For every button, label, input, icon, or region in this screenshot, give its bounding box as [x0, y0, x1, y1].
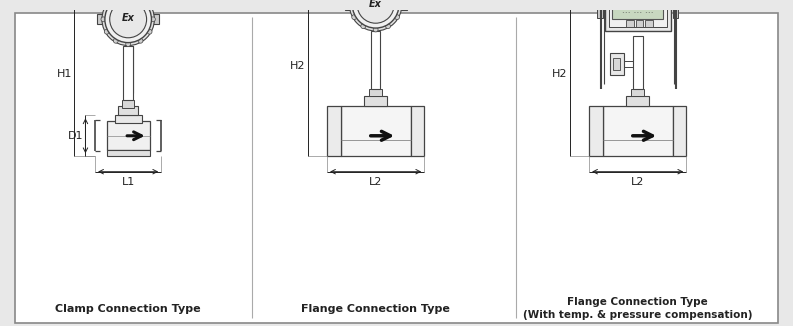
Text: L1: L1: [121, 177, 135, 186]
Circle shape: [350, 0, 402, 31]
Bar: [633, 36, 642, 89]
Text: H2: H2: [290, 61, 306, 71]
Bar: [125, 47, 133, 93]
Bar: [123, 47, 133, 100]
Bar: [672, 9, 679, 18]
Text: Ex: Ex: [370, 0, 382, 9]
Bar: [411, 106, 424, 156]
Bar: [611, 53, 624, 75]
Circle shape: [352, 15, 357, 20]
Circle shape: [102, 0, 155, 46]
Bar: [371, 31, 381, 89]
Circle shape: [126, 42, 131, 47]
Text: H1: H1: [56, 69, 72, 79]
Circle shape: [374, 27, 378, 32]
Bar: [608, 0, 667, 27]
Bar: [614, 58, 620, 70]
Circle shape: [138, 38, 143, 43]
Text: Flange Connection Type: Flange Connection Type: [301, 304, 450, 314]
Text: Ex: Ex: [121, 13, 135, 23]
Circle shape: [398, 2, 403, 7]
Bar: [597, 9, 603, 18]
Text: L2: L2: [631, 177, 645, 186]
Bar: [631, 89, 645, 96]
Bar: [364, 96, 387, 106]
Bar: [603, 106, 672, 156]
Bar: [401, 0, 407, 10]
Bar: [672, 106, 686, 156]
Circle shape: [147, 5, 152, 9]
Circle shape: [113, 38, 118, 43]
Text: Clamp Connection Type: Clamp Connection Type: [56, 304, 201, 314]
Bar: [153, 14, 159, 24]
Bar: [612, 6, 663, 19]
Circle shape: [105, 5, 109, 9]
Bar: [327, 106, 341, 156]
Bar: [646, 20, 653, 27]
Circle shape: [352, 0, 399, 28]
Bar: [122, 100, 134, 108]
Bar: [626, 96, 649, 106]
Text: H2: H2: [552, 69, 568, 79]
Bar: [636, 20, 643, 27]
Bar: [123, 93, 133, 100]
Circle shape: [385, 24, 390, 29]
Text: --- --- ---: --- --- ---: [622, 10, 653, 15]
Circle shape: [101, 17, 105, 22]
Text: Flange Connection Type
(With temp. & pressure compensation): Flange Connection Type (With temp. & pre…: [523, 297, 753, 320]
Bar: [605, 0, 671, 31]
Circle shape: [109, 1, 147, 38]
Bar: [345, 0, 351, 10]
Circle shape: [105, 29, 109, 34]
Bar: [107, 150, 150, 156]
Bar: [626, 20, 634, 27]
Circle shape: [151, 17, 155, 22]
Circle shape: [105, 0, 151, 43]
Text: D1: D1: [68, 131, 83, 141]
Bar: [589, 106, 603, 156]
Bar: [341, 106, 411, 156]
Circle shape: [147, 29, 152, 34]
Text: L2: L2: [369, 177, 382, 186]
Circle shape: [357, 0, 394, 23]
Bar: [107, 121, 150, 150]
Bar: [118, 106, 138, 115]
Bar: [369, 89, 382, 96]
Circle shape: [348, 2, 354, 7]
Circle shape: [361, 24, 366, 29]
Bar: [97, 14, 103, 24]
Bar: [114, 115, 142, 123]
Circle shape: [395, 15, 400, 20]
